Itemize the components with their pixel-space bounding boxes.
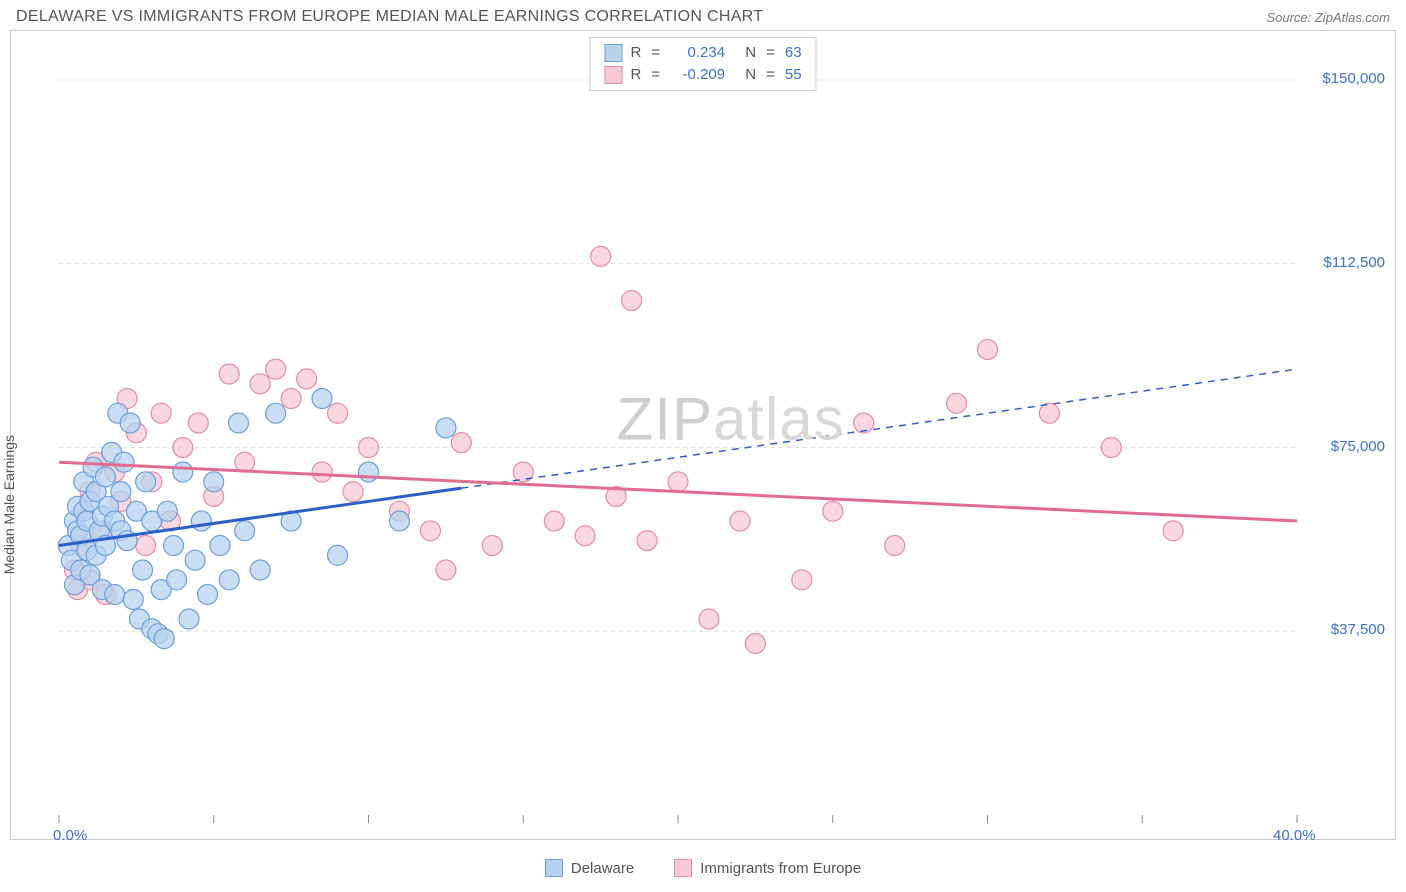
equals-sign: = [766,42,775,64]
legend-r-label: R [630,64,641,86]
swatch-delaware [604,44,622,62]
legend-r-value-immigrants: -0.209 [670,64,725,86]
legend-item-immigrants: Immigrants from Europe [674,859,861,877]
x-tick-left: 0.0% [53,827,87,844]
equals-sign: = [651,42,660,64]
swatch-immigrants [674,859,692,877]
legend-item-delaware: Delaware [545,859,634,877]
legend-n-value-delaware: 63 [785,42,802,64]
legend-r-label: R [630,42,641,64]
y-tick-label: $112,500 [1324,254,1385,271]
y-tick-label: $150,000 [1322,70,1385,87]
legend-label-immigrants: Immigrants from Europe [700,860,861,877]
y-axis-label: Median Male Earnings [1,435,17,574]
source-value: ZipAtlas.com [1315,10,1390,25]
equals-sign: = [651,64,660,86]
legend-n-label: N [745,42,756,64]
swatch-immigrants [604,66,622,84]
legend-correlation: R = 0.234 N = 63 R = -0.209 N = 55 [589,37,816,91]
chart-title: DELAWARE VS IMMIGRANTS FROM EUROPE MEDIA… [16,8,763,26]
x-tick-right: 40.0% [1273,827,1316,844]
y-tick-label: $37,500 [1331,621,1385,638]
legend-label-delaware: Delaware [571,860,634,877]
legend-n-label: N [745,64,756,86]
chart-header: DELAWARE VS IMMIGRANTS FROM EUROPE MEDIA… [0,0,1406,30]
swatch-delaware [545,859,563,877]
scatter-chart [11,31,1397,841]
source-label: Source: [1266,10,1314,25]
chart-container: Median Male Earnings ZIPatlas R = 0.234 … [10,30,1396,840]
legend-n-value-immigrants: 55 [785,64,802,86]
legend-r-value-delaware: 0.234 [670,42,725,64]
legend-bottom: Delaware Immigrants from Europe [11,859,1395,877]
legend-row-immigrants: R = -0.209 N = 55 [604,64,801,86]
y-tick-label: $75,000 [1331,438,1385,455]
chart-source: Source: ZipAtlas.com [1266,10,1390,25]
equals-sign: = [766,64,775,86]
legend-row-delaware: R = 0.234 N = 63 [604,42,801,64]
